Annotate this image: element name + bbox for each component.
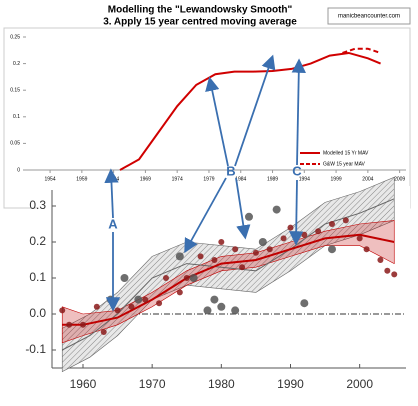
y-tick-label: 0.0 [29,306,46,320]
point [377,257,384,263]
point [128,303,135,310]
y-tick-label: 0.3 [29,198,46,212]
y-tick-label: 0.25 [10,34,20,40]
y-tick-label: 0.2 [13,61,20,67]
point [231,306,240,315]
point [176,289,183,296]
arrow [235,177,251,240]
y-tick-label: 0 [17,167,20,173]
point [258,238,267,246]
arrow [205,76,229,167]
point [272,205,281,214]
point [287,224,294,231]
point [342,217,349,224]
x-tick-label: 1979 [203,176,214,182]
arrow [288,179,304,246]
point [197,253,204,260]
x-tick-label: 1974 [172,176,183,182]
point [162,275,169,281]
x-tick-label: 2004 [362,176,373,182]
point [363,246,370,253]
point [327,245,336,254]
point [189,274,198,282]
arrow [234,54,276,167]
arrow [184,177,227,254]
point [266,246,273,253]
point [79,321,86,328]
x-tick-label: 1989 [267,176,278,182]
y-tick-label: 0.15 [10,88,20,94]
point [391,271,398,278]
point [384,267,391,274]
point [211,257,218,263]
top-panel [3,27,411,209]
x-tick-label: 2009 [394,176,405,182]
source: manicbeancounter.com [338,14,400,20]
x-tick-label: 1960 [70,377,97,391]
point [134,295,143,304]
point [218,239,225,245]
point [210,295,219,304]
annotation: C [292,163,302,178]
point [114,307,121,314]
point [280,235,287,242]
point [100,329,107,335]
legend-label: Modelled 15 Yr MAV [323,150,369,156]
point [156,300,163,307]
x-tick-label: 1990 [277,377,304,391]
smooth-line [62,198,395,351]
point [203,306,212,315]
point [300,299,309,308]
point [175,252,184,261]
point [328,221,335,227]
point [356,235,363,242]
point [232,246,239,253]
arrow [291,58,306,166]
y-tick-label: 0.05 [10,141,20,147]
line [342,47,381,54]
arrows [104,54,306,312]
point [59,307,66,314]
annotation: B [226,163,235,178]
smooth-line [62,233,395,326]
y-tick-label: -0.1 [25,342,46,356]
y-tick-label: 0.2 [29,234,46,248]
x-tick-label: 1994 [299,176,310,182]
point [142,296,149,303]
x-tick-label: 1999 [331,176,342,182]
point [315,228,322,235]
x-tick-label: 1980 [208,377,235,391]
arrow [104,168,119,219]
x-tick-label: 1984 [235,176,246,182]
point [66,321,73,328]
point [183,275,190,281]
point [252,249,259,256]
point [244,212,253,221]
point [217,302,226,311]
legend-label: G&W 15 year MAV [323,161,366,167]
x-tick-label: 1954 [45,176,56,182]
chart-title: Modelling the "Lewandowsky Smooth" [108,5,293,16]
source-box [327,7,411,25]
x-tick-label: 1970 [139,377,166,391]
point [301,231,308,238]
annotation: A [108,216,118,231]
point [93,303,100,310]
band [61,220,395,344]
line [119,51,381,171]
x-tick-label: 1969 [140,176,151,182]
point [239,264,246,271]
x-tick-label: 1959 [76,176,87,182]
x-tick-label: 2000 [346,377,373,391]
chart-subtitle: 3. Apply 15 year centred moving average [103,17,297,28]
y-tick-label: 0.1 [29,270,46,284]
x-tick-label: 1964 [108,176,119,182]
y-tick-label: 0.1 [13,114,20,120]
point [120,274,129,282]
